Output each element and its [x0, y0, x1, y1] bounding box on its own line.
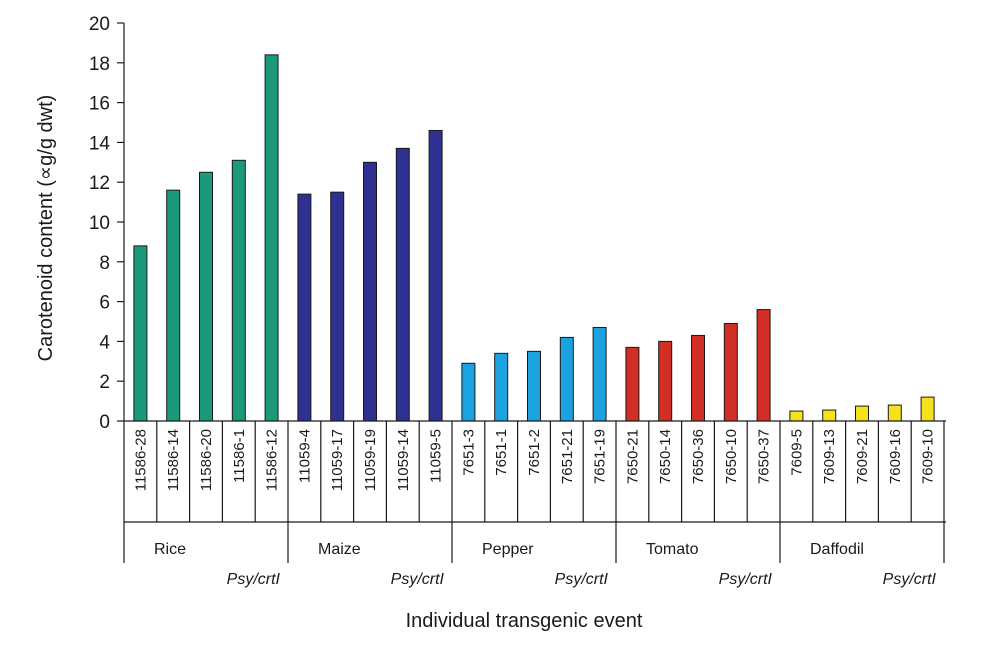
bar — [461, 362, 476, 422]
y-tick-label: 20 — [89, 14, 110, 35]
category-label: 7651-3 — [460, 429, 477, 476]
bar — [395, 147, 410, 422]
group-axis: Rice Psy/crtI Maize Psy/crtI Pepper Psy/crtI T… — [123, 522, 945, 588]
bar — [691, 334, 705, 422]
category-label: 7609-10 — [920, 429, 937, 484]
category-label: 7609-5 — [788, 429, 805, 476]
group-label: Rice — [154, 541, 186, 558]
category-label: 11586-12 — [264, 429, 281, 491]
bar — [231, 159, 246, 422]
bar — [363, 161, 377, 422]
category-label: 7650-21 — [624, 429, 641, 484]
y-tick-label: 14 — [89, 133, 111, 154]
bar — [658, 340, 673, 422]
bar — [920, 396, 935, 422]
category-label: 11059-14 — [395, 429, 412, 491]
category-label: 7650-37 — [756, 429, 773, 484]
y-tick-label: 10 — [89, 213, 110, 234]
category-label: 11059-17 — [329, 429, 346, 491]
construct-label: Psy/crtI — [555, 571, 609, 588]
category-label: 11586-14 — [165, 429, 182, 491]
y-tick-label: 16 — [89, 94, 110, 115]
y-tick-label: 12 — [89, 173, 110, 194]
construct-label: Psy/crtI — [883, 571, 937, 588]
y-tick-label: 2 — [99, 372, 110, 393]
category-label: 11059-4 — [296, 429, 313, 483]
group-label: Maize — [318, 541, 361, 558]
category-label: 11059-5 — [428, 429, 445, 483]
group-label: Daffodil — [810, 541, 864, 558]
bar — [723, 322, 738, 422]
bar — [264, 54, 279, 422]
construct-label: Psy/crtI — [391, 571, 445, 588]
bars — [133, 54, 935, 422]
x-axis-title: Individual transgenic event — [406, 610, 643, 632]
construct-label: Psy/crtI — [719, 571, 773, 588]
bar — [887, 404, 902, 422]
bar — [855, 405, 869, 422]
bar — [297, 193, 312, 422]
bar — [330, 191, 345, 422]
category-label: 7651-19 — [592, 429, 609, 484]
category-label: 11586-1 — [231, 429, 248, 483]
category-label: 11586-20 — [198, 429, 215, 491]
x-axis: 11586-28 11586-14 11586-20 11586-1 11586-12 1… — [123, 420, 946, 523]
bar — [789, 410, 804, 422]
bar — [559, 336, 574, 422]
y-tick-label: 8 — [99, 253, 110, 274]
bar — [494, 352, 509, 422]
bar — [527, 350, 541, 422]
bar — [166, 189, 181, 422]
category-label: 7651-21 — [559, 429, 576, 484]
bar — [822, 409, 837, 422]
category-label: 11586-28 — [132, 429, 149, 491]
y-tick-label: 18 — [89, 54, 110, 75]
bar — [133, 245, 148, 422]
category-label: 7609-16 — [887, 429, 904, 484]
category-label: 7609-13 — [821, 429, 838, 484]
bar — [199, 171, 213, 422]
category-label: 7650-14 — [657, 429, 674, 484]
bar — [756, 309, 771, 422]
bar — [428, 129, 443, 422]
construct-label: Psy/crtI — [227, 571, 281, 588]
bar — [592, 326, 607, 422]
y-tick-label: 4 — [99, 332, 110, 353]
category-label: 7609-21 — [854, 429, 871, 484]
group-label: Tomato — [646, 541, 699, 558]
category-label: 11059-19 — [362, 429, 379, 491]
bar — [625, 346, 640, 422]
category-label: 7651-2 — [526, 429, 543, 476]
y-tick-label: 6 — [99, 293, 110, 314]
group-label: Pepper — [482, 541, 534, 558]
y-tick-label: 0 — [99, 412, 110, 433]
y-axis-title: Carotenoid content (∝g/g dwt) — [35, 95, 57, 362]
category-label: 7650-10 — [723, 429, 740, 484]
category-label: 7651-1 — [493, 429, 510, 476]
y-axis: 0 2 4 6 8 10 12 14 16 18 20 — [89, 14, 125, 433]
category-label: 7650-36 — [690, 429, 707, 484]
